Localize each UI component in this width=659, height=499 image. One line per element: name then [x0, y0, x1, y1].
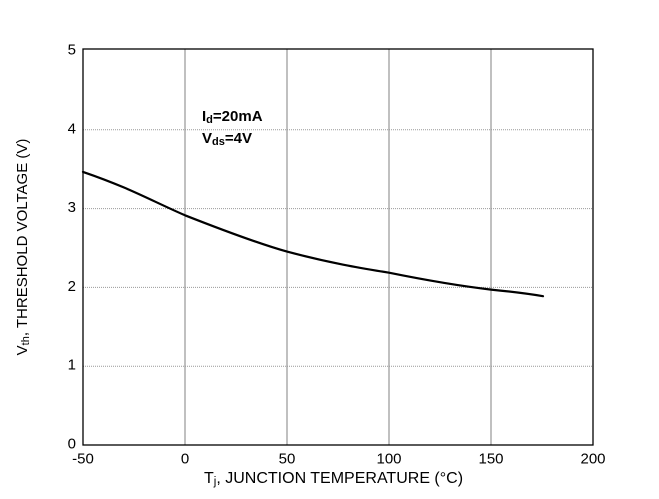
svg-text:100: 100 [376, 451, 401, 468]
svg-text:50: 50 [279, 451, 296, 468]
svg-text:5: 5 [68, 42, 76, 59]
svg-text:Vth, THRESHOLD VOLTAGE (V): Vth, THRESHOLD VOLTAGE (V) [14, 139, 32, 356]
svg-text:4: 4 [68, 120, 76, 137]
svg-text:150: 150 [478, 451, 503, 468]
svg-text:Tj, JUNCTION TEMPERATURE (°C): Tj, JUNCTION TEMPERATURE (°C) [204, 470, 463, 488]
svg-text:-50: -50 [72, 451, 94, 468]
svg-text:3: 3 [68, 199, 76, 216]
svg-text:Vds=4V: Vds=4V [202, 130, 252, 148]
svg-text:200: 200 [580, 451, 605, 468]
svg-text:2: 2 [68, 278, 76, 295]
svg-text:0: 0 [181, 451, 189, 468]
svg-text:1: 1 [68, 357, 76, 374]
